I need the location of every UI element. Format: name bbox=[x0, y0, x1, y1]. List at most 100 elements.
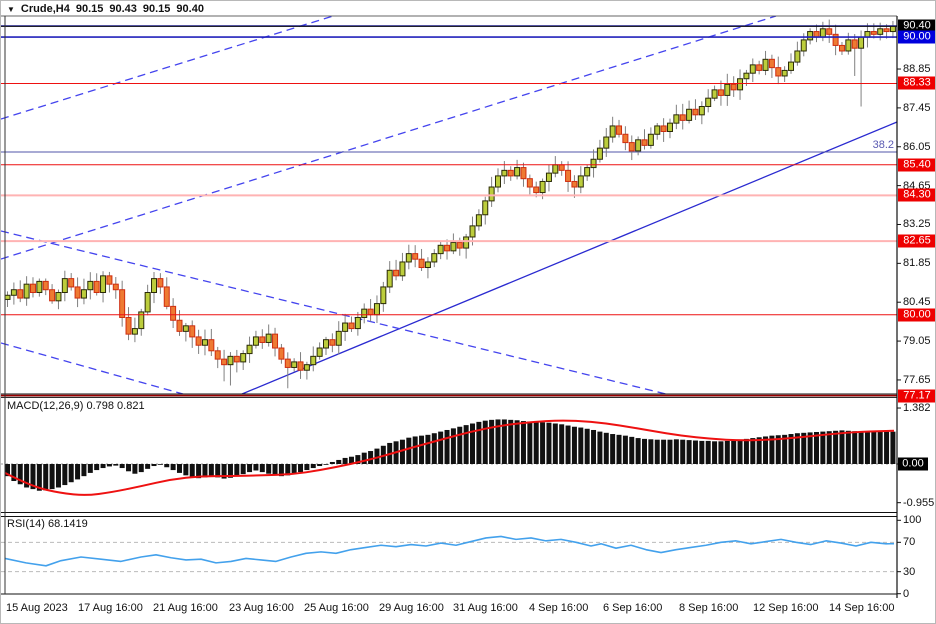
bear-candle bbox=[221, 358, 228, 366]
fib-382-label[interactable]: 38.2 bbox=[872, 139, 894, 151]
bull-candle bbox=[450, 242, 457, 252]
macd-histogram-bar bbox=[584, 428, 590, 464]
bear-candle bbox=[641, 139, 648, 146]
macd-histogram-bar bbox=[457, 426, 463, 464]
macd-histogram-bar bbox=[724, 440, 730, 464]
bull-candle bbox=[781, 69, 788, 77]
rsi-tick-label: 100 bbox=[903, 514, 922, 527]
macd-histogram-bar bbox=[559, 424, 565, 464]
bull-candle bbox=[788, 61, 795, 71]
trendline[interactable] bbox=[1, 230, 667, 394]
bear-candle bbox=[851, 39, 858, 49]
macd-histogram-bar bbox=[533, 421, 539, 464]
macd-tick-label: -0.955 bbox=[903, 496, 935, 509]
macd-histogram-bar bbox=[298, 464, 304, 473]
macd-histogram-bar bbox=[62, 464, 68, 486]
bull-candle bbox=[737, 78, 744, 91]
macd-histogram-bar bbox=[737, 439, 743, 464]
macd-histogram-bar bbox=[170, 464, 176, 471]
bull-candle bbox=[4, 294, 11, 300]
macd-histogram-bar bbox=[49, 464, 55, 490]
macd-histogram-bar bbox=[355, 455, 361, 464]
macd-pane[interactable] bbox=[1, 419, 897, 496]
macd-histogram-bar bbox=[272, 464, 278, 476]
dropdown-triangle-icon[interactable]: ▼ bbox=[7, 4, 15, 14]
bear-candle bbox=[17, 289, 24, 299]
bear-candle bbox=[813, 31, 820, 38]
bull-candle bbox=[877, 28, 884, 35]
rsi-tick-label: 0 bbox=[903, 587, 910, 600]
bull-candle bbox=[87, 280, 94, 291]
bear-candle bbox=[214, 350, 221, 360]
macd-histogram-bar bbox=[30, 464, 36, 490]
macd-histogram-bar bbox=[788, 434, 794, 464]
macd-histogram-bar bbox=[578, 427, 584, 464]
macd-histogram-bar bbox=[629, 436, 635, 464]
bull-candle bbox=[437, 244, 444, 255]
bull-candle bbox=[539, 180, 546, 194]
bull-candle bbox=[647, 133, 654, 146]
macd-indicator-label: MACD(12,26,9) 0.798 0.821 bbox=[7, 400, 145, 412]
rsi-pane[interactable] bbox=[1, 535, 897, 573]
bear-candle bbox=[29, 283, 36, 293]
bull-candle bbox=[469, 225, 476, 238]
macd-histogram-bar bbox=[661, 439, 667, 464]
macd-histogram-bar bbox=[11, 464, 17, 482]
bear-candle bbox=[272, 333, 279, 349]
main-price-pane[interactable] bbox=[1, 16, 897, 394]
macd-histogram-bar bbox=[266, 464, 272, 474]
bear-candle bbox=[412, 253, 419, 260]
macd-histogram-bar bbox=[24, 464, 30, 488]
macd-histogram-bar bbox=[189, 464, 195, 477]
macd-histogram-bar bbox=[406, 437, 412, 464]
trendline[interactable] bbox=[1, 342, 184, 394]
macd-histogram-bar bbox=[635, 438, 641, 464]
macd-histogram-bar bbox=[247, 464, 253, 473]
trendline[interactable] bbox=[1, 16, 334, 120]
bull-candle bbox=[794, 50, 801, 63]
bull-candle bbox=[310, 355, 317, 366]
trendline[interactable] bbox=[241, 121, 897, 394]
ohlc-open: 90.15 bbox=[75, 3, 104, 15]
bull-candle bbox=[654, 125, 661, 135]
macd-histogram-bar bbox=[501, 419, 507, 464]
time-axis-label: 23 Aug 16:00 bbox=[229, 602, 294, 614]
macd-histogram-bar bbox=[642, 438, 647, 464]
bear-candle bbox=[42, 280, 49, 291]
bear-candle bbox=[768, 58, 775, 69]
bull-candle bbox=[819, 28, 826, 38]
bull-candle bbox=[61, 278, 68, 293]
bear-candle bbox=[826, 28, 833, 35]
bear-candle bbox=[571, 180, 578, 188]
price-tick-label: 79.05 bbox=[903, 335, 931, 348]
macd-histogram-bar bbox=[826, 431, 832, 464]
bear-candle bbox=[616, 125, 623, 135]
macd-histogram-bar bbox=[884, 431, 890, 464]
macd-histogram-bar bbox=[610, 434, 616, 464]
macd-histogram-bar bbox=[463, 425, 469, 464]
macd-histogram-bar bbox=[126, 464, 132, 472]
macd-histogram-bar bbox=[750, 438, 756, 464]
bear-candle bbox=[756, 64, 763, 71]
price-badge-77.17: 77.17 bbox=[898, 389, 935, 403]
macd-histogram-bar bbox=[890, 431, 896, 464]
macd-histogram-bar bbox=[571, 426, 577, 464]
macd-signal-line bbox=[4, 419, 895, 496]
bull-candle bbox=[240, 353, 247, 363]
macd-histogram-bar bbox=[476, 421, 482, 464]
bear-candle bbox=[393, 269, 400, 277]
bull-candle bbox=[514, 167, 521, 177]
bear-candle bbox=[125, 316, 132, 335]
bull-candle bbox=[635, 139, 642, 152]
macd-histogram-bar bbox=[202, 464, 208, 478]
macd-histogram-bar bbox=[763, 436, 769, 464]
trendline[interactable] bbox=[1, 16, 777, 260]
macd-histogram-bar bbox=[208, 464, 214, 477]
macd-histogram-bar bbox=[654, 439, 660, 464]
macd-histogram-bar bbox=[705, 440, 711, 464]
price-badge-85.40: 85.40 bbox=[898, 158, 935, 172]
macd-histogram-bar bbox=[833, 430, 839, 464]
bear-candle bbox=[112, 283, 119, 291]
ohlc-high: 90.43 bbox=[109, 3, 137, 15]
